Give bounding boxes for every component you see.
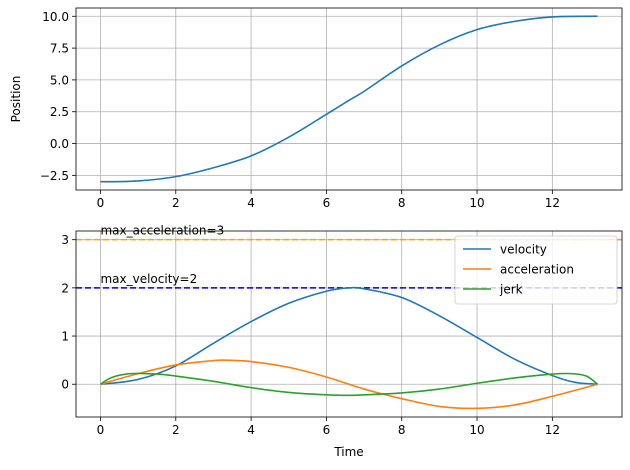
x-axis-label: Time [333, 445, 363, 459]
axes-frame [75, 7, 623, 191]
y-tick-label: 10.0 [42, 10, 69, 24]
y-tick-label: 2 [61, 281, 69, 295]
legend-label-jerk: jerk [499, 283, 523, 297]
y-tick-label: 0 [61, 378, 69, 392]
y-tick-label: 7.5 [50, 42, 69, 56]
y-tick-label: 3 [61, 233, 69, 247]
x-tick-label: 10 [469, 196, 484, 210]
x-tick-label: 2 [172, 423, 180, 437]
x-tick-label: 8 [398, 423, 406, 437]
x-tick-label: 12 [545, 423, 560, 437]
position-axes: 0 2 4 6 8 10 12 −2.5 0.0 2.5 5.0 7.5 10.0 Position [9, 7, 623, 210]
x-tick-label: 2 [172, 196, 180, 210]
y-tick-label: 0.0 [50, 137, 69, 151]
x-tick-label: 0 [97, 196, 105, 210]
x-tick-label: 4 [247, 196, 255, 210]
y-tick-label: 5.0 [50, 73, 69, 87]
y-tick-label: 2.5 [50, 105, 69, 119]
x-tick-label: 6 [323, 423, 331, 437]
limit-label: max_velocity=2 [100, 272, 197, 286]
legend-label-acceleration: acceleration [500, 263, 574, 277]
x-tick-label: 6 [323, 196, 331, 210]
legend: velocity acceleration jerk [454, 235, 618, 305]
x-tick-label: 4 [247, 423, 255, 437]
axes-frame [75, 230, 623, 418]
velocity-series-line [100, 286, 598, 386]
position-series-line [100, 15, 598, 183]
jerk-series-line [100, 372, 599, 397]
y-tick-label: −2.5 [40, 169, 69, 183]
legend-frame [454, 235, 618, 305]
kinematics-axes: 0 2 4 6 8 10 120123max_velocity=2max_accelerat… [61, 224, 623, 459]
x-tick-label: 12 [545, 196, 560, 210]
y-tick-label: 1 [61, 330, 69, 344]
acceleration-series-line [100, 359, 598, 410]
legend-label-velocity: velocity [500, 243, 547, 257]
x-tick-label: 0 [97, 423, 105, 437]
x-tick-label: 10 [469, 423, 484, 437]
x-tick-label: 8 [398, 196, 406, 210]
y-axis-label: Position [9, 76, 23, 123]
